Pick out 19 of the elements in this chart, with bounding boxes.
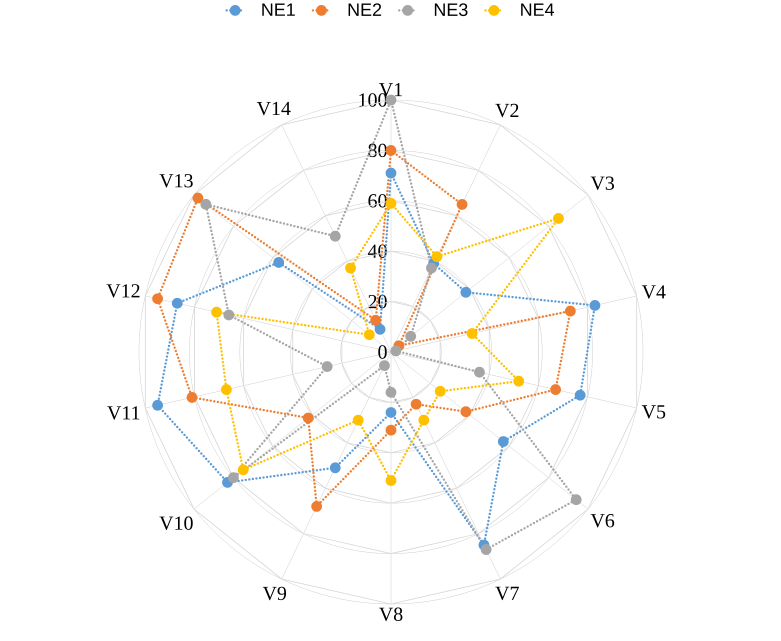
spoke-label: V11 bbox=[107, 406, 140, 420]
spoke-label: V10 bbox=[159, 516, 193, 530]
spoke-label: V14 bbox=[256, 102, 291, 116]
y-tick-label: 20 bbox=[368, 294, 387, 308]
spoke-label: V12 bbox=[106, 284, 140, 298]
spoke-label: V3 bbox=[590, 176, 614, 190]
spoke-label: V8 bbox=[379, 608, 402, 622]
y-tick-label: 0 bbox=[378, 345, 387, 359]
legend-label: NE1 bbox=[262, 3, 295, 16]
legend-label: NE3 bbox=[434, 3, 468, 16]
spoke-label: V4 bbox=[642, 285, 666, 299]
legend-label: NE4 bbox=[521, 3, 554, 16]
spoke-label: V7 bbox=[495, 586, 519, 600]
spoke-label: V2 bbox=[495, 104, 518, 118]
legend-label: NE2 bbox=[348, 3, 382, 16]
spoke-label: V5 bbox=[642, 405, 666, 419]
spoke-label: V13 bbox=[159, 174, 193, 188]
spoke-label: V9 bbox=[262, 586, 286, 600]
spoke-label: V6 bbox=[590, 514, 614, 528]
